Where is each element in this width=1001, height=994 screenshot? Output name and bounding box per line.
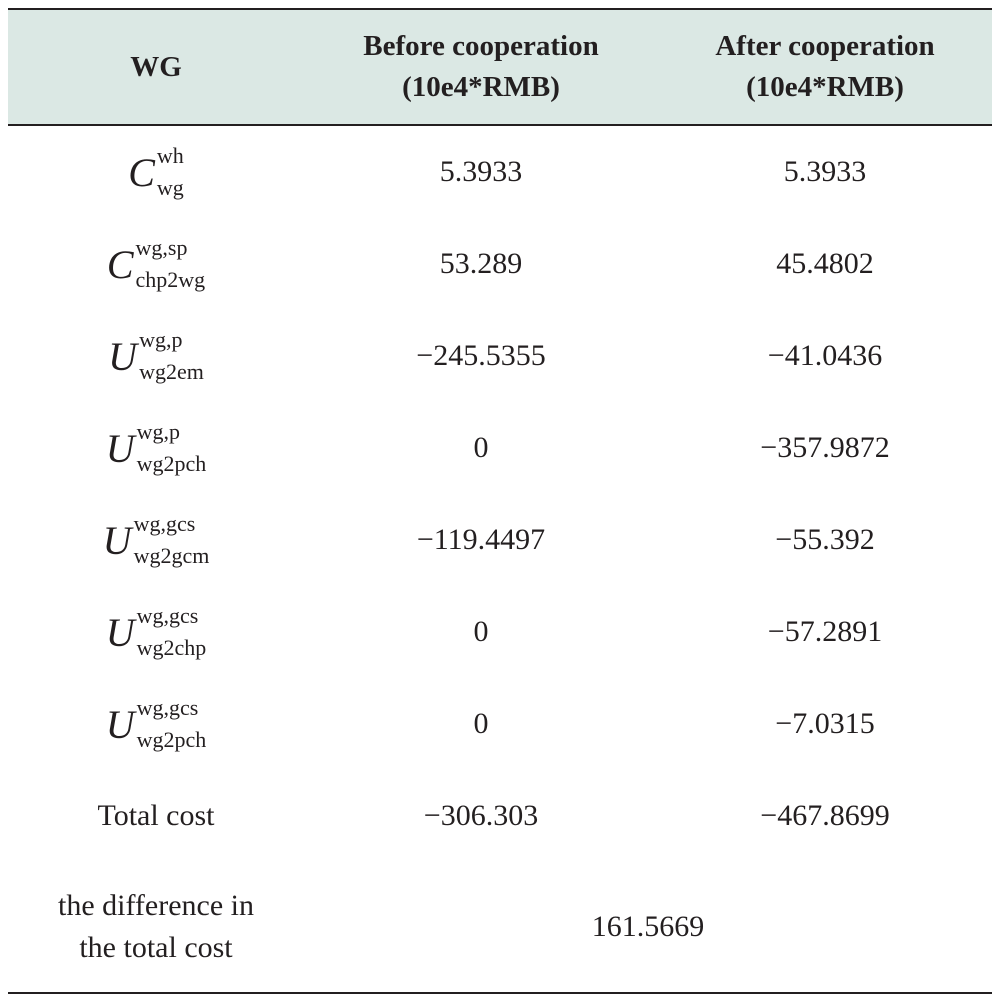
top-rule xyxy=(8,8,992,10)
symbol-scripts: wg,p wg2em xyxy=(139,328,204,384)
total-label: Total cost xyxy=(97,799,215,832)
symbol-base: U xyxy=(105,425,135,471)
symbol-subscript: wg2pch xyxy=(136,451,207,476)
symbol-base: U xyxy=(108,333,138,379)
before-value: 0 xyxy=(473,431,489,464)
difference-value: 161.5669 xyxy=(591,910,705,943)
symbol-superscript: wg,p xyxy=(139,327,183,352)
after-value: −41.0436 xyxy=(767,339,883,372)
symbol-base: U xyxy=(105,609,135,655)
header-after-line2: (10e4*RMB) xyxy=(746,71,904,103)
header-after-line1: After cooperation xyxy=(715,30,935,62)
header-before-line1: Before cooperation xyxy=(363,30,599,62)
symbol-superscript: wg,gcs xyxy=(133,511,196,536)
symbol-subscript: wg2pch xyxy=(136,727,207,752)
symbol-subscript: wg2chp xyxy=(136,635,207,660)
symbol-scripts: wh wg xyxy=(157,144,184,200)
symbol-base: C xyxy=(128,149,155,195)
before-value: −245.5355 xyxy=(416,339,546,372)
after-value: 5.3933 xyxy=(783,155,867,188)
symbol-scripts: wg,p wg2pch xyxy=(137,420,207,476)
total-before: −306.303 xyxy=(423,799,539,832)
before-value: 0 xyxy=(473,707,489,740)
after-value: 45.4802 xyxy=(776,247,874,280)
header-after-cooperation: After cooperation (10e4*RMB) xyxy=(658,10,992,124)
symbol-superscript: wg,sp xyxy=(135,235,188,260)
header-wg-label: WG xyxy=(130,50,182,83)
total-after: −467.8699 xyxy=(760,799,890,832)
header-before-line2: (10e4*RMB) xyxy=(402,71,560,103)
symbol-subscript: wg2gcm xyxy=(133,543,210,568)
before-value: 53.289 xyxy=(439,247,523,280)
symbol-scripts: wg,sp chp2wg xyxy=(136,236,206,292)
table-header: WG Before cooperation (10e4*RMB) After c… xyxy=(8,10,992,124)
symbol-superscript: wg,gcs xyxy=(136,603,199,628)
symbol-subscript: wg xyxy=(156,175,184,200)
symbol-scripts: wg,gcs wg2gcm xyxy=(134,512,210,568)
header-wg: WG xyxy=(8,10,304,124)
symbol-subscript: chp2wg xyxy=(135,267,206,292)
header-rule xyxy=(8,124,992,126)
before-value: −119.4497 xyxy=(416,523,546,556)
after-value: −55.392 xyxy=(775,523,875,556)
total-row: Total cost −306.303 −467.8699 xyxy=(8,770,992,862)
symbol-base: C xyxy=(106,241,134,287)
symbol-base: U xyxy=(102,517,132,563)
header-before-cooperation: Before cooperation (10e4*RMB) xyxy=(304,10,658,124)
difference-label-line1: the difference in xyxy=(57,889,254,922)
symbol-scripts: wg,gcs wg2pch xyxy=(137,696,207,752)
before-value: 5.3933 xyxy=(439,155,523,188)
difference-label-line2: the total cost xyxy=(79,931,233,964)
difference-label: the difference in the total cost xyxy=(8,862,304,992)
after-value: −7.0315 xyxy=(775,707,875,740)
after-value: −357.9872 xyxy=(760,431,890,464)
symbol-superscript: wh xyxy=(156,143,184,168)
symbol-superscript: wg,p xyxy=(136,419,180,444)
symbol-superscript: wg,gcs xyxy=(136,695,199,720)
cost-table: WG Before cooperation (10e4*RMB) After c… xyxy=(8,8,992,994)
symbol-base: U xyxy=(105,701,135,747)
symbol-subscript: wg2em xyxy=(139,359,204,384)
before-value: 0 xyxy=(473,615,489,648)
symbol-scripts: wg,gcs wg2chp xyxy=(137,604,207,660)
after-value: −57.2891 xyxy=(767,615,883,648)
difference-row: the difference in the total cost 161.566… xyxy=(8,862,992,992)
